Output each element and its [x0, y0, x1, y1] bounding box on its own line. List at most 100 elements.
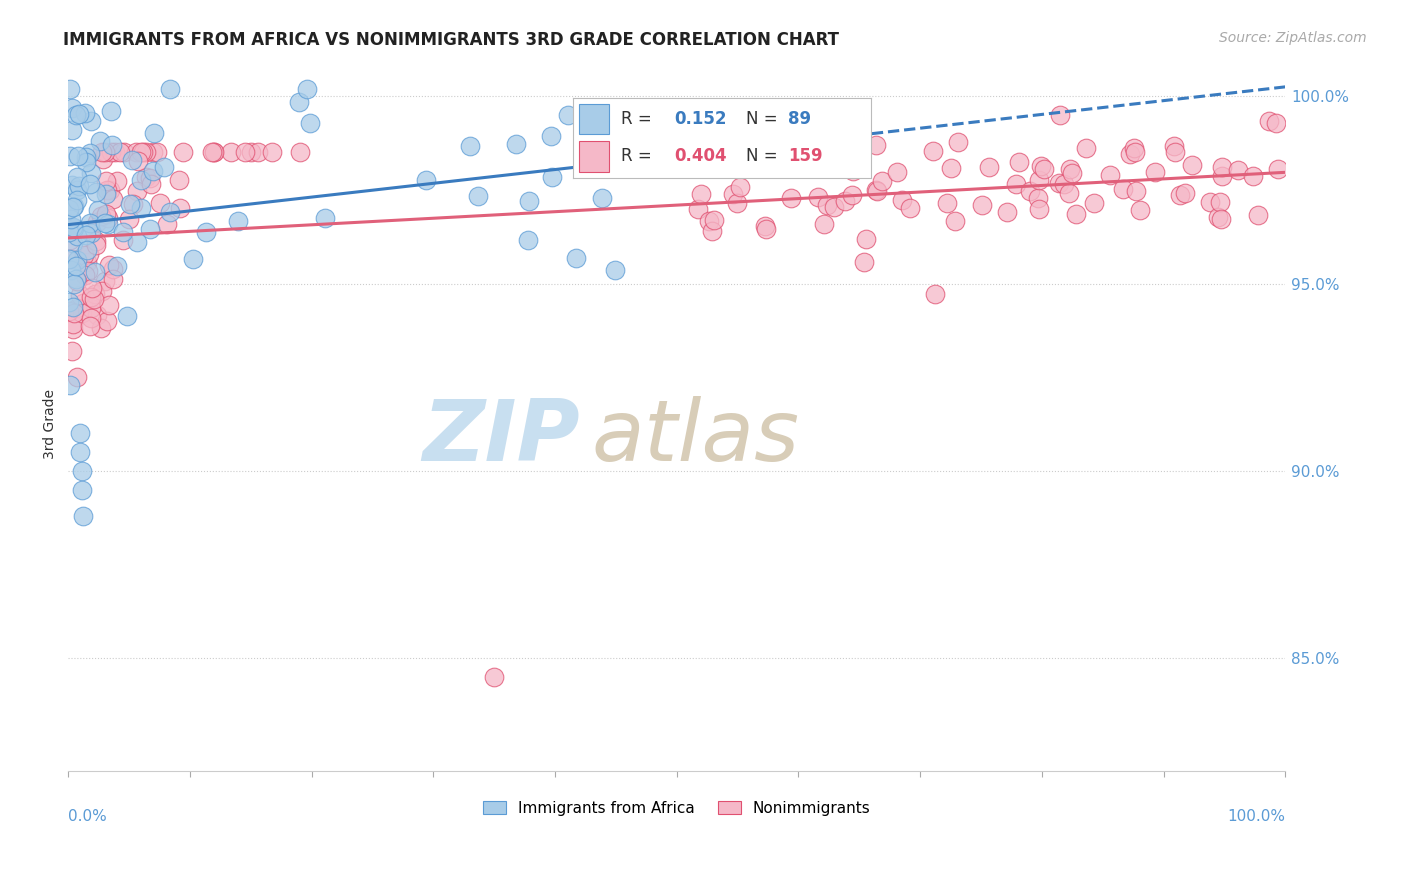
Point — [67, 179, 90, 194]
Point — [246, 145, 269, 160]
Point — [1074, 141, 1097, 155]
Point — [1227, 163, 1250, 178]
Point — [62, 318, 84, 332]
Point — [129, 173, 152, 187]
Point — [66, 183, 89, 197]
Point — [111, 233, 134, 247]
Point — [73, 106, 96, 120]
Point — [69, 288, 91, 302]
Point — [865, 137, 887, 152]
Point — [72, 508, 94, 523]
Point — [83, 265, 105, 279]
Point — [97, 211, 120, 225]
Point — [841, 188, 863, 202]
Point — [815, 198, 838, 212]
Point — [201, 145, 224, 160]
Point — [62, 235, 84, 250]
Point — [76, 244, 98, 258]
Point — [1057, 186, 1080, 201]
Point — [65, 259, 87, 273]
Point — [83, 293, 105, 307]
Point — [86, 308, 108, 322]
Point — [541, 169, 564, 184]
Point — [135, 145, 157, 160]
Point — [115, 309, 138, 323]
Point — [84, 185, 107, 199]
Point — [314, 211, 336, 225]
Point — [63, 199, 86, 213]
Point — [86, 238, 108, 252]
Point — [1049, 108, 1071, 122]
Point — [79, 177, 101, 191]
Point — [1099, 168, 1122, 182]
Point — [59, 377, 82, 392]
Point — [66, 252, 89, 267]
Point — [66, 370, 89, 384]
Point — [142, 145, 165, 160]
Point — [167, 173, 190, 187]
Point — [139, 170, 162, 185]
Point — [1111, 182, 1133, 196]
Point — [60, 101, 83, 115]
Point — [66, 194, 89, 208]
Point — [972, 198, 994, 212]
Point — [941, 161, 963, 176]
Point — [936, 195, 959, 210]
Point — [120, 197, 142, 211]
Point — [870, 174, 893, 188]
Point — [58, 295, 80, 310]
Point — [94, 186, 117, 201]
Point — [70, 306, 93, 320]
Point — [82, 281, 104, 295]
Point — [855, 232, 877, 246]
Point — [1181, 158, 1204, 172]
Point — [755, 221, 778, 235]
Point — [977, 160, 1000, 174]
Point — [105, 174, 128, 188]
Point — [127, 184, 149, 198]
Point — [80, 114, 103, 128]
Point — [202, 145, 225, 160]
Point — [125, 235, 148, 249]
Legend: Immigrants from Africa, Nonimmigrants: Immigrants from Africa, Nonimmigrants — [477, 795, 877, 822]
Point — [105, 259, 128, 273]
Point — [1005, 177, 1028, 191]
Text: ZIP: ZIP — [422, 396, 579, 479]
Point — [66, 148, 89, 162]
Point — [100, 183, 122, 197]
Point — [93, 152, 115, 166]
Point — [1199, 195, 1222, 210]
Point — [132, 145, 155, 160]
Point — [66, 169, 89, 184]
Point — [1129, 203, 1152, 218]
Point — [1241, 169, 1264, 183]
Point — [103, 272, 125, 286]
Point — [181, 252, 204, 266]
Point — [239, 145, 262, 160]
Point — [60, 344, 83, 359]
Point — [118, 211, 141, 226]
Point — [159, 81, 181, 95]
Point — [104, 145, 127, 160]
Point — [100, 145, 122, 160]
Point — [697, 214, 720, 228]
Point — [121, 153, 143, 168]
Point — [62, 277, 84, 291]
Point — [96, 183, 118, 197]
Point — [943, 214, 966, 228]
Text: Source: ZipAtlas.com: Source: ZipAtlas.com — [1219, 31, 1367, 45]
Point — [834, 194, 856, 209]
Point — [865, 184, 887, 198]
Point — [1209, 195, 1232, 210]
Point — [754, 219, 776, 234]
Point — [93, 216, 115, 230]
Point — [103, 261, 125, 276]
Point — [90, 321, 112, 335]
Point — [89, 134, 111, 148]
Point — [703, 212, 725, 227]
Point — [86, 215, 108, 229]
Point — [591, 191, 613, 205]
Point — [1164, 145, 1187, 159]
Point — [299, 116, 322, 130]
Point — [233, 145, 256, 160]
